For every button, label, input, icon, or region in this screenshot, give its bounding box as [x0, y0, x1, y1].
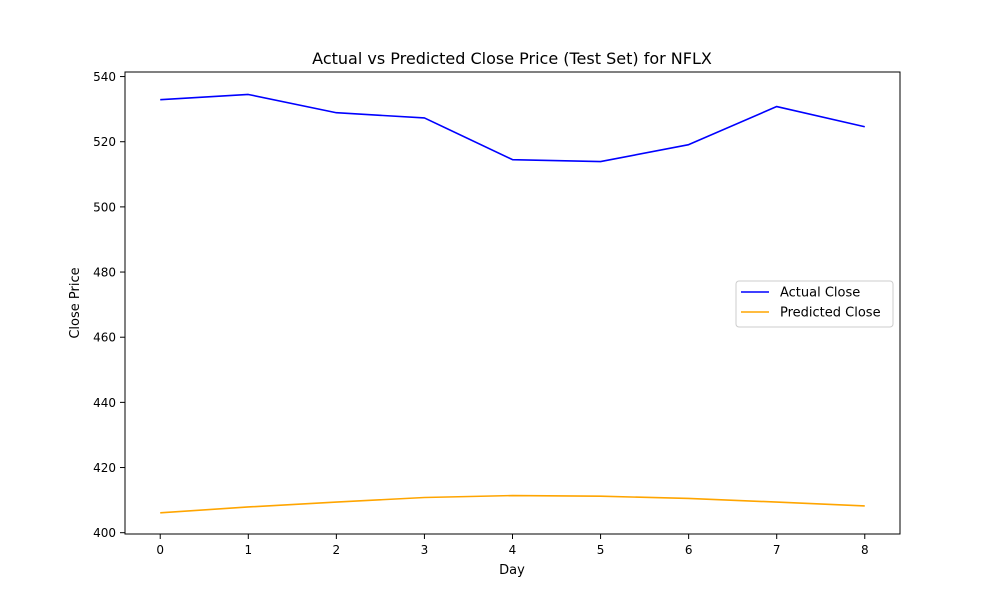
x-tick-label: 7 — [773, 543, 781, 557]
x-axis-ticks: 0 1 2 3 4 5 6 7 8 — [156, 534, 869, 557]
legend-label: Actual Close — [780, 286, 860, 301]
x-tick-label: 4 — [509, 543, 517, 557]
y-tick-label: 520 — [93, 135, 116, 149]
x-axis-label: Day — [499, 563, 525, 578]
legend-box — [735, 280, 894, 328]
series-lines — [160, 93, 865, 514]
x-tick-label: 5 — [597, 543, 605, 557]
x-tick-label: 0 — [156, 543, 164, 557]
y-tick-label: 420 — [93, 461, 116, 475]
x-tick-label: 1 — [244, 543, 252, 557]
x-tick-label: 8 — [861, 543, 869, 557]
y-tick-label: 500 — [93, 200, 116, 214]
x-tick-label: 6 — [685, 543, 693, 557]
series-line-actual-close — [160, 93, 865, 163]
y-tick-label: 540 — [93, 70, 116, 84]
y-axis-label: Close Price — [68, 267, 83, 338]
legend: Actual Close Predicted Close — [735, 280, 894, 328]
y-axis-ticks: 400 420 440 460 480 500 520 540 — [93, 70, 125, 540]
series-line-predicted-close — [160, 494, 865, 514]
y-tick-label: 400 — [93, 526, 116, 540]
legend-label: Predicted Close — [780, 306, 881, 321]
x-tick-label: 3 — [421, 543, 429, 557]
x-tick-label: 2 — [333, 543, 341, 557]
y-tick-label: 460 — [93, 331, 116, 345]
y-tick-label: 440 — [93, 396, 116, 410]
chart-title: Actual vs Predicted Close Price (Test Se… — [312, 49, 712, 68]
y-tick-label: 480 — [93, 266, 116, 280]
